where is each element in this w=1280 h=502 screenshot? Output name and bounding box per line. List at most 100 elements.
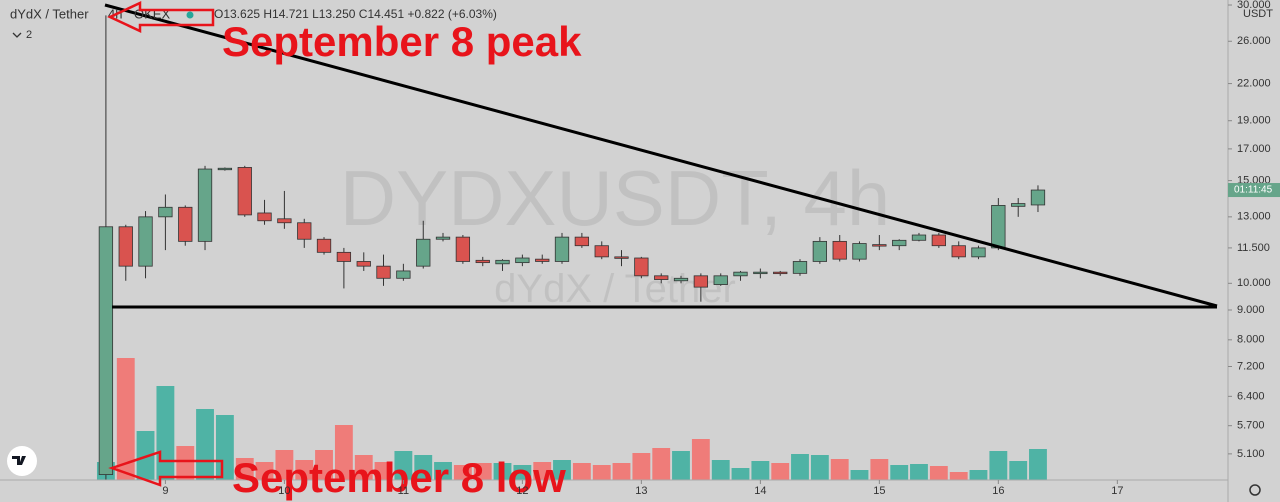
volume-bar (969, 470, 988, 480)
candle-body (535, 258, 550, 262)
volume-bar (731, 468, 750, 480)
symbol-title: dYdX / Tether (10, 6, 89, 21)
candle-body (991, 205, 1006, 249)
x-tick-label: 13 (635, 485, 647, 497)
volume-bar (176, 446, 195, 480)
ohlc-legend: O13.625 H14.721 L13.250 C14.451 +0.822 (… (214, 7, 497, 21)
y-tick-label: 9.000 (1237, 304, 1265, 316)
candle-body (257, 212, 272, 222)
volume-bar (533, 462, 552, 480)
watermark: DYDXUSDT, 4h (340, 154, 891, 242)
volume-bar (1029, 449, 1047, 480)
candle-body (614, 256, 629, 259)
candle-body (654, 275, 669, 280)
y-tick-label: 13.000 (1237, 211, 1271, 223)
trend-line (104, 3, 1218, 308)
y-tick-label: 8.000 (1237, 334, 1265, 346)
volume-bar (771, 463, 790, 480)
volume-bar (592, 465, 611, 480)
volume-bar (810, 455, 829, 480)
countdown: 01:11:45 (1234, 185, 1273, 196)
volume-bar (354, 455, 373, 480)
volume-bar (553, 460, 571, 480)
volume-bar (255, 462, 274, 480)
annotation-arrow (108, 450, 224, 487)
volume-bar (632, 453, 651, 480)
candle-body (416, 238, 431, 267)
collapse-icon[interactable] (12, 32, 22, 38)
volume-bar (513, 465, 532, 480)
candle-body (892, 239, 907, 247)
candle-body (1030, 189, 1046, 206)
candle-body (792, 261, 808, 274)
volume-bar (315, 450, 333, 480)
volume-bar (672, 451, 690, 480)
y-tick-label: 19.000 (1237, 115, 1271, 127)
candle-body (693, 275, 709, 288)
y-tick-label: 6.400 (1237, 390, 1265, 402)
volume-bar (394, 451, 413, 480)
countdown-tag (1228, 183, 1280, 198)
x-tick-label: 11 (398, 485, 409, 497)
currency: USDT (1243, 8, 1273, 20)
candle-body (237, 167, 252, 216)
volume-bar (830, 459, 849, 480)
annotation: September 8 low (232, 454, 566, 501)
candle-body (852, 243, 867, 260)
settings-icon[interactable] (1249, 484, 1261, 496)
volume-bar (473, 463, 492, 480)
candle-body (812, 240, 827, 262)
volume-bar (870, 459, 889, 480)
candle-body (495, 259, 510, 265)
volume-bar (156, 386, 175, 480)
volume-bar (453, 465, 472, 480)
candle-body (733, 271, 748, 277)
candle-body (515, 257, 530, 264)
logo-mark (12, 456, 26, 465)
indicator-count[interactable]: 2 (26, 29, 32, 41)
x-tick-label: 15 (873, 485, 885, 497)
candle-body (911, 234, 927, 241)
y-tick-label: 7.200 (1237, 360, 1265, 372)
candle-body (316, 238, 332, 253)
candle-body (297, 222, 312, 240)
candle-body (832, 240, 847, 260)
candle-body (197, 168, 213, 242)
volume-bar (910, 464, 928, 480)
volume-bar (434, 462, 452, 480)
plot-area (96, 15, 1047, 480)
candle-body (872, 244, 887, 247)
annotation: September 8 peak (222, 18, 582, 65)
volume-bar (850, 470, 869, 480)
candle-body (951, 245, 966, 258)
candle-body (931, 234, 946, 247)
y-tick-label: 11.500 (1237, 242, 1270, 254)
y-tick-label: 26.000 (1237, 35, 1271, 47)
candle-body (158, 206, 173, 218)
volume-bar (612, 463, 631, 480)
volume-bar (949, 472, 968, 480)
volume-bar (295, 460, 314, 480)
candle-body (554, 236, 570, 262)
x-tick-label: 10 (278, 485, 290, 497)
x-tick-label: 12 (516, 485, 528, 497)
candle-body (594, 245, 609, 258)
x-tick-label: 17 (1111, 485, 1123, 497)
volume-bar (751, 461, 770, 480)
volume-bar (711, 460, 730, 480)
volume-bar (890, 465, 909, 480)
candle-body (435, 236, 451, 240)
candle-body (217, 167, 233, 171)
volume-bar (929, 466, 948, 480)
volume-bar (691, 439, 710, 480)
candle-body (475, 259, 490, 264)
candle-body (118, 226, 133, 267)
candle-body (634, 257, 649, 277)
volume-bar (215, 415, 234, 480)
y-tick-label: 30.000 (1237, 0, 1271, 11)
volume-bar (989, 451, 1008, 480)
volume-bar (334, 425, 353, 480)
y-tick-label: 10.000 (1237, 277, 1271, 289)
candle-body (773, 271, 788, 275)
